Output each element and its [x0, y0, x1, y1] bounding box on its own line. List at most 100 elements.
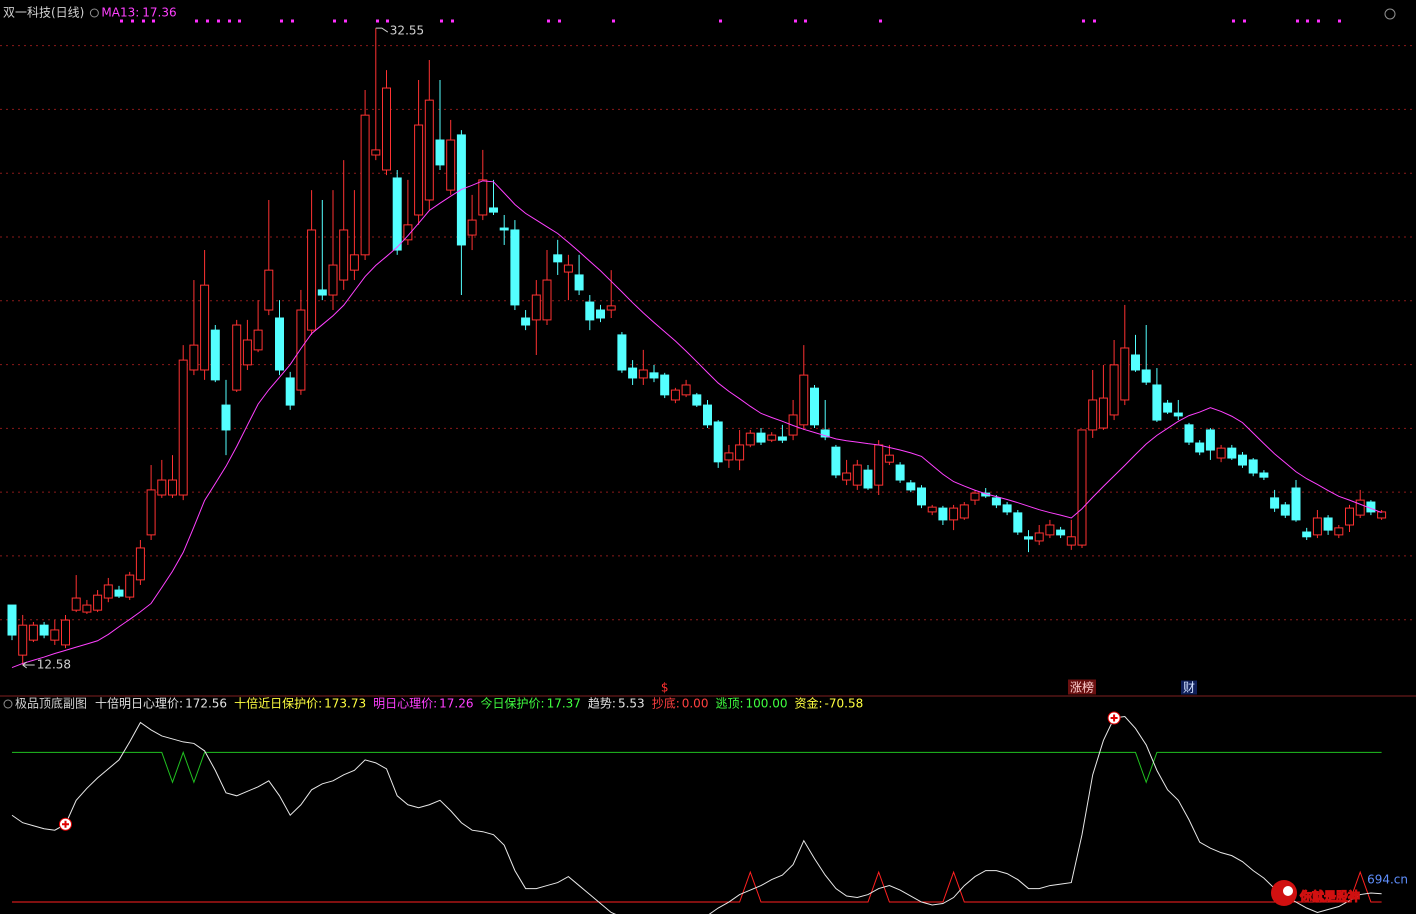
candle-body	[93, 594, 103, 611]
candle-body	[7, 604, 17, 636]
candle-body	[82, 604, 92, 613]
settings-icon[interactable]	[1384, 8, 1396, 20]
candle-body	[61, 619, 70, 646]
candle-body	[264, 269, 274, 311]
legend-value: 5.53	[618, 697, 645, 711]
candle-body	[307, 229, 317, 331]
candle-body	[189, 344, 199, 371]
candle-body	[1312, 517, 1322, 536]
candle-body	[349, 254, 359, 271]
candle-body	[50, 629, 60, 641]
candle-body	[467, 219, 477, 236]
candle-body	[1066, 536, 1076, 546]
candle-body	[1098, 397, 1108, 429]
chart-title: 双一科技(日线)	[3, 6, 84, 20]
candle-body	[1013, 512, 1023, 533]
candle-body	[1173, 412, 1183, 417]
legend-value: 100.00	[746, 697, 788, 711]
candle-body	[28, 624, 38, 641]
candle-body	[1045, 524, 1055, 536]
candle-body	[371, 149, 381, 156]
watermark-text: 你就是股神	[1299, 889, 1360, 904]
legend-value: 0.00	[682, 697, 709, 711]
candle-body	[585, 301, 595, 321]
candle-body	[820, 429, 830, 438]
candle-body	[296, 309, 306, 391]
candle-body	[1334, 527, 1344, 536]
max-label: 32.55	[390, 24, 424, 38]
candle-body	[1034, 532, 1044, 542]
legend-value: 17.26	[439, 697, 473, 711]
candle-body	[628, 367, 638, 379]
candle-body	[221, 404, 231, 431]
candle-body	[168, 479, 177, 496]
legend-value: 17.36	[142, 6, 176, 20]
candle-body	[435, 139, 445, 166]
legend-label: 十倍明日心理价:	[95, 696, 183, 711]
candle-body	[681, 384, 691, 396]
candle-body	[713, 421, 723, 463]
event-badge	[1180, 680, 1198, 695]
candle-body	[1377, 511, 1387, 519]
candle-body	[489, 207, 498, 213]
candle-body	[831, 446, 841, 476]
candle-body	[446, 139, 456, 191]
candle-body	[1355, 499, 1365, 516]
candle-body	[895, 464, 905, 481]
candle-body	[767, 434, 777, 441]
event-label: $	[661, 681, 669, 695]
logo-eye	[1283, 886, 1293, 896]
min-leader	[22, 661, 35, 669]
event-badge	[1067, 679, 1097, 695]
candle-body	[1291, 487, 1301, 521]
candle-body	[1302, 531, 1312, 538]
indicator-line	[12, 870, 1382, 903]
candle-body	[842, 472, 852, 481]
candle-body	[1184, 424, 1194, 443]
candle-body	[531, 294, 541, 321]
candle-body	[874, 444, 884, 486]
candle-body	[906, 482, 916, 491]
candle-body	[403, 224, 413, 241]
candle-body	[606, 305, 616, 311]
candle-body	[542, 279, 552, 321]
candle-body	[949, 507, 959, 521]
candle-body	[1077, 429, 1087, 546]
candle-body	[1216, 447, 1226, 459]
candle-body	[596, 309, 605, 319]
candle-body	[917, 487, 926, 506]
candle-body	[574, 274, 584, 291]
candle-body	[863, 469, 873, 489]
candle-body	[959, 504, 969, 519]
panel-icon	[3, 699, 13, 709]
candle-body	[553, 254, 563, 263]
candle-body	[275, 317, 284, 371]
legend-label: 逃顶:	[715, 697, 743, 711]
candle-body	[670, 389, 680, 401]
legend-label: MA13:	[101, 6, 139, 20]
candle-body	[1280, 504, 1290, 516]
legend-value: 172.56	[185, 697, 227, 711]
legend-value: 17.37	[547, 697, 581, 711]
candle-body	[563, 264, 573, 273]
panel-icon	[89, 8, 99, 18]
candle-body	[478, 179, 488, 216]
indicator-line	[12, 750, 1382, 784]
indicator-line	[11, 715, 1382, 914]
legend-label: 抄底:	[652, 696, 680, 711]
sub-plot	[11, 715, 1382, 914]
candle-body	[1163, 402, 1173, 413]
legend-label: 趋势:	[588, 697, 616, 711]
legend-label: 今日保护价:	[481, 696, 545, 711]
candle-body	[382, 87, 391, 171]
candle-body	[242, 339, 252, 366]
candle-body	[200, 284, 210, 371]
candle-body	[756, 432, 766, 443]
panel-title: 极品顶底副图	[15, 696, 87, 711]
min-label: 12.58	[37, 658, 71, 672]
ma-line	[11, 180, 1382, 669]
signal-plus	[62, 820, 69, 828]
legend-label: 资金:	[795, 696, 823, 711]
candle-body	[1195, 442, 1205, 453]
